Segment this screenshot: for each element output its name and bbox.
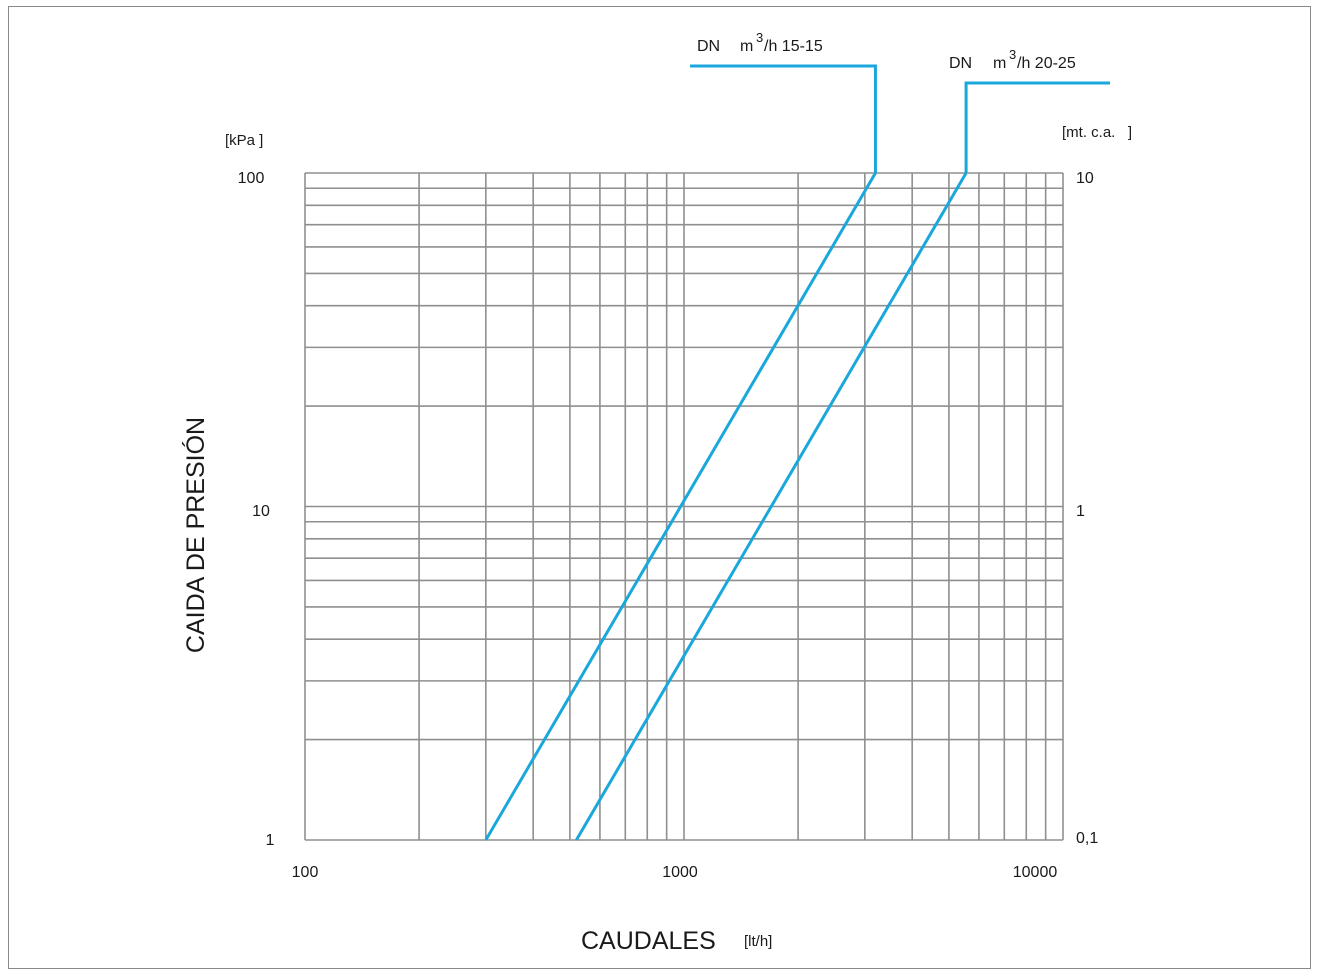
chart-frame bbox=[8, 6, 1311, 969]
y-axis-title: CAIDA DE PRESIÓN bbox=[181, 417, 210, 653]
y2-unit-label: [mt. c.a. ] bbox=[1062, 124, 1132, 141]
legend-rest: /h 20-25 bbox=[1017, 55, 1076, 72]
series-line-2 bbox=[575, 172, 968, 841]
y2-tick-label: 1 bbox=[1076, 503, 1085, 520]
legend-label-2: DN m 3 /h 20-25 bbox=[949, 47, 1076, 72]
y-tick-label: 100 bbox=[238, 170, 265, 187]
y-unit-label: [kPa ] bbox=[225, 132, 263, 149]
x-tick-label: 100 bbox=[292, 864, 319, 881]
series-lines bbox=[484, 172, 968, 841]
legend-leader-2 bbox=[964, 81, 1110, 173]
x-tick-label: 10000 bbox=[1013, 864, 1058, 881]
grid-lines bbox=[304, 172, 1064, 841]
series-line-1 bbox=[484, 172, 877, 841]
legend-unit: m bbox=[740, 38, 753, 55]
y2-tick-label: 10 bbox=[1076, 170, 1094, 187]
y2-tick-label: 0,1 bbox=[1076, 830, 1098, 847]
legend-leaders bbox=[690, 64, 1110, 173]
x-tick-label: 1000 bbox=[662, 864, 698, 881]
y-tick-label: 1 bbox=[266, 832, 275, 849]
legend-label-1: DN m 3 /h 15-15 bbox=[697, 30, 823, 55]
legend-prefix: DN bbox=[697, 38, 720, 55]
x-axis-title: CAUDALES bbox=[581, 927, 716, 955]
y-tick-label: 10 bbox=[252, 503, 270, 520]
legend-rest: /h 15-15 bbox=[764, 38, 823, 55]
legend-superscript: 3 bbox=[756, 30, 763, 45]
legend-superscript: 3 bbox=[1009, 47, 1016, 62]
legend-leader-1 bbox=[690, 64, 877, 173]
legend-prefix: DN bbox=[949, 55, 972, 72]
legend-unit: m bbox=[993, 55, 1006, 72]
x-axis-unit: [lt/h] bbox=[744, 933, 772, 950]
